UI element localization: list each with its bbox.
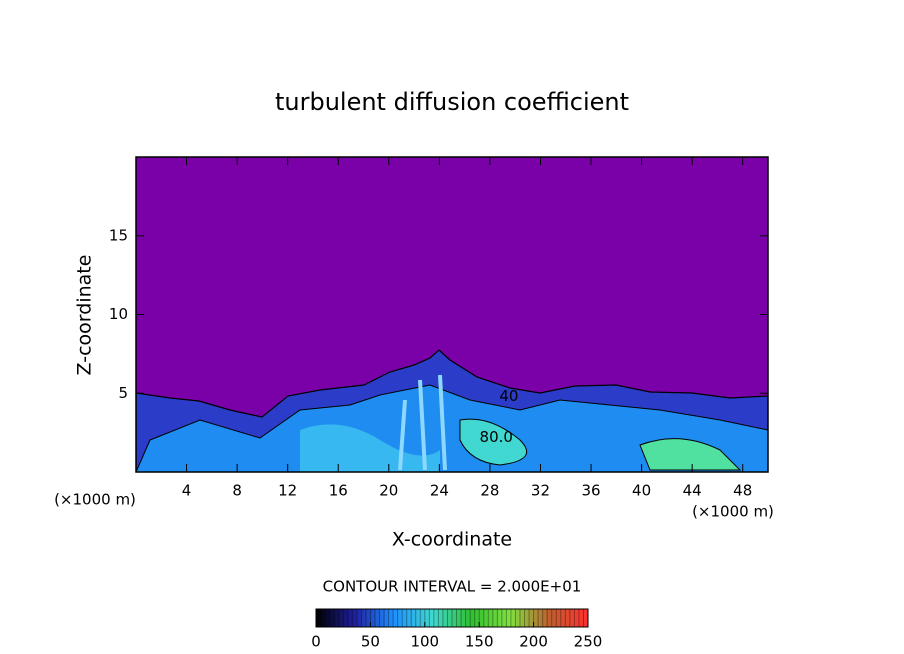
colorbar-tick-label: 150 — [465, 633, 494, 651]
colorbar-tick-label: 200 — [519, 633, 548, 651]
colorbar-tick-label: 250 — [574, 633, 603, 651]
x-tick-label: 4 — [182, 482, 192, 500]
y-tick-label: 5 — [118, 384, 128, 402]
x-unit-label: (×1000 m) — [692, 503, 774, 521]
x-tick-label: 48 — [733, 482, 752, 500]
y-axis-label: Z-coordinate — [74, 255, 96, 376]
colorbar-tick-label: 0 — [311, 633, 321, 651]
chart-title: turbulent diffusion coefficient — [275, 88, 629, 116]
contour-label: 40 — [499, 387, 518, 405]
colorbar-tick-label: 50 — [361, 633, 380, 651]
x-tick-label: 8 — [232, 482, 242, 500]
contour-interval: CONTOUR INTERVAL = 2.000E+01 — [323, 578, 582, 596]
field — [136, 157, 768, 472]
x-tick-label: 16 — [329, 482, 348, 500]
x-tick-label: 44 — [683, 482, 702, 500]
x-tick-label: 28 — [480, 482, 499, 500]
x-tick-label: 32 — [531, 482, 550, 500]
x-tick-label: 40 — [632, 482, 651, 500]
x-tick-label: 24 — [430, 482, 449, 500]
x-tick-label: 36 — [581, 482, 600, 500]
x-tick-label: 12 — [278, 482, 297, 500]
colorbar — [315, 608, 589, 628]
y-tick-label: 15 — [109, 226, 128, 244]
x-unit-label: (×1000 m) — [54, 491, 136, 509]
x-axis-label: X-coordinate — [392, 529, 512, 551]
x-tick-label: 20 — [379, 482, 398, 500]
colorbar-tick-label: 100 — [410, 633, 439, 651]
contour-label: 80.0 — [480, 428, 513, 446]
y-tick-label: 10 — [109, 305, 128, 323]
